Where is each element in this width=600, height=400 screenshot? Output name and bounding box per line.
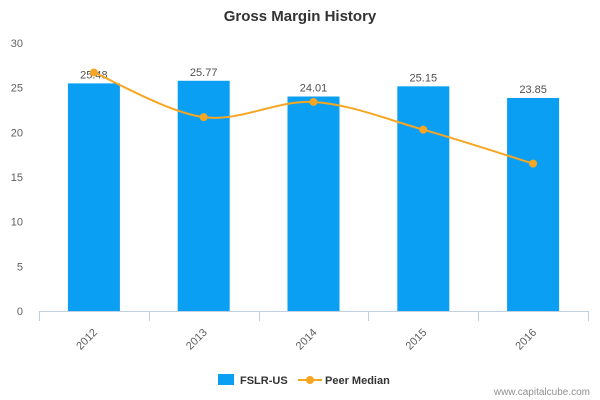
bar xyxy=(287,96,340,311)
peer-median-point xyxy=(529,159,538,168)
bar-value-label: 24.01 xyxy=(300,83,328,95)
x-axis: 2012 2013 2014 2015 2016 xyxy=(39,311,589,352)
legend-swatch-bar xyxy=(218,374,234,385)
bar xyxy=(67,83,120,312)
peer-median-point xyxy=(89,68,98,77)
legend: FSLR-US Peer Median xyxy=(218,374,390,387)
bar-value-label: 25.77 xyxy=(190,67,218,79)
bar-value-label: 25.15 xyxy=(410,72,438,84)
y-tick-label: 15 xyxy=(11,172,23,184)
bar-value-label: 23.85 xyxy=(519,84,547,96)
x-tick-label: 2016 xyxy=(513,327,539,353)
x-tick-label: 2013 xyxy=(184,327,210,353)
x-tick-label: 2015 xyxy=(404,327,430,353)
y-tick-label: 20 xyxy=(11,127,23,139)
chart-title: Gross Margin History xyxy=(224,8,377,25)
y-tick-label: 25 xyxy=(11,83,23,95)
legend-label-bar: FSLR-US xyxy=(240,375,288,387)
credit-text: www.capitalcube.com xyxy=(493,387,590,398)
line-series xyxy=(89,68,538,168)
peer-median-point xyxy=(309,97,318,106)
y-tick-label: 0 xyxy=(17,306,23,318)
y-tick-label: 30 xyxy=(11,38,23,50)
y-tick-label: 10 xyxy=(11,217,23,229)
bar xyxy=(507,97,560,311)
y-axis: 0 5 10 15 20 25 30 xyxy=(11,38,23,318)
bar-series xyxy=(67,80,560,312)
bar xyxy=(397,86,450,312)
legend-swatch-marker xyxy=(306,376,314,384)
x-tick-label: 2014 xyxy=(294,327,320,353)
x-tick-label: 2012 xyxy=(74,327,100,353)
peer-median-point xyxy=(419,125,428,134)
y-tick-label: 5 xyxy=(17,261,23,273)
peer-median-point xyxy=(199,113,208,122)
legend-label-line: Peer Median xyxy=(325,375,390,387)
